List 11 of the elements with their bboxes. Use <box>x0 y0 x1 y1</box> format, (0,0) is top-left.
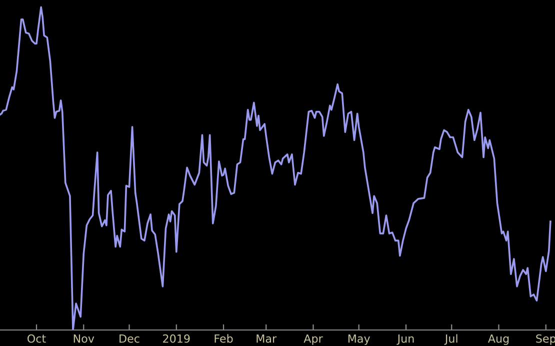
x-tick-label: Dec <box>120 334 140 343</box>
x-tick-label: Jul <box>444 334 458 345</box>
x-tick-label: Oct <box>28 334 46 343</box>
x-tick-label: Feb <box>214 334 233 343</box>
x-tick-label: Aug <box>488 334 509 345</box>
x-tick-label: Jun <box>396 334 414 345</box>
x-tick-label: Nov <box>74 334 94 343</box>
x-tick-label: Apr <box>304 334 323 345</box>
x-tick-label: 2019 <box>163 334 190 343</box>
x-tick-label: May <box>348 334 370 345</box>
x-tick-label: Mar <box>256 334 277 343</box>
